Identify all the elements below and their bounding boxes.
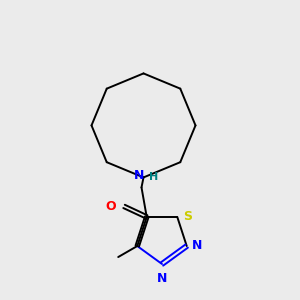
Text: H: H [148, 172, 158, 182]
Text: O: O [105, 200, 116, 213]
Text: N: N [134, 169, 145, 182]
Text: S: S [183, 211, 192, 224]
Text: N: N [157, 272, 167, 285]
Text: N: N [192, 238, 202, 251]
